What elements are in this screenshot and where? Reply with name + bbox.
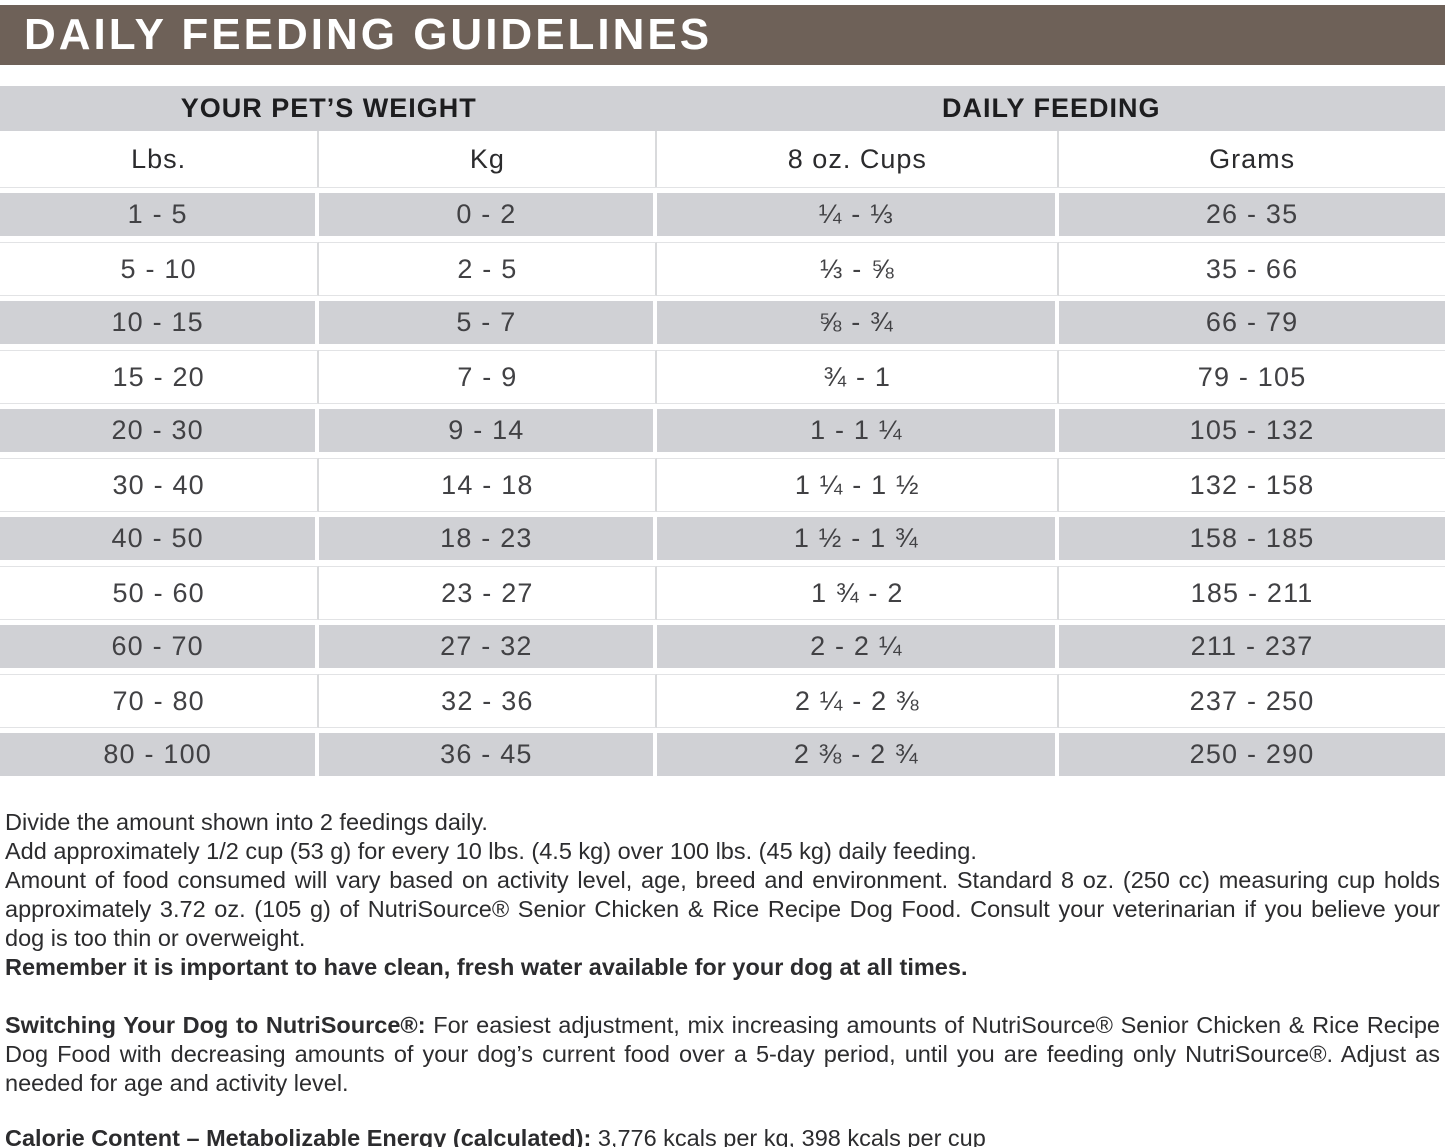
table-cell: 60 - 70 [0, 620, 320, 674]
table-row: 20 - 30 9 - 14 1 - 1 ¼ 105 - 132 [0, 404, 1445, 458]
calorie-rest: 3,776 kcals per kg, 398 kcals per cup [591, 1125, 986, 1147]
table-cell: 14 - 18 [319, 458, 658, 512]
table-cell: 30 - 40 [0, 458, 320, 512]
table-cell: 2 ¼ - 2 ⅜ [657, 674, 1060, 728]
table-cell: 40 - 50 [0, 512, 320, 566]
column-header-lbs: Lbs. [0, 131, 320, 187]
table-cell: 1 - 1 ¼ [657, 404, 1060, 458]
table-cell: 66 - 79 [1059, 296, 1445, 350]
table-group-header-band: YOUR PET’S WEIGHT DAILY FEEDING [0, 86, 1445, 131]
table-cell: 185 - 211 [1059, 566, 1445, 620]
table-cell: 1 ¾ - 2 [657, 566, 1060, 620]
table-cell: ⅓ - ⅝ [657, 242, 1060, 296]
table-cell: 211 - 237 [1059, 620, 1445, 674]
table-cell: 5 - 10 [0, 242, 320, 296]
title-bar: DAILY FEEDING GUIDELINES [0, 5, 1445, 65]
column-header-kg: Kg [319, 131, 658, 187]
table-cell: 5 - 7 [319, 296, 658, 350]
table-row: 60 - 70 27 - 32 2 - 2 ¼ 211 - 237 [0, 620, 1445, 674]
table-cell: 18 - 23 [319, 512, 658, 566]
table-cell: 50 - 60 [0, 566, 320, 620]
table-row: 80 - 100 36 - 45 2 ⅜ - 2 ¾ 250 - 290 [0, 728, 1445, 782]
table-cell: 1 ½ - 1 ¾ [657, 512, 1060, 566]
table-cell: 10 - 15 [0, 296, 320, 350]
switching-paragraph: Switching Your Dog to NutriSource®: For … [5, 1011, 1440, 1098]
calorie-lead: Calorie Content – Metabolizable Energy (… [5, 1125, 592, 1147]
column-header-cups: 8 oz. Cups [657, 131, 1060, 187]
note-divide-feedings: Divide the amount shown into 2 feedings … [5, 809, 488, 835]
note-fresh-water: Remember it is important to have clean, … [5, 954, 968, 980]
table-cell: 80 - 100 [0, 728, 320, 782]
table-cell: 0 - 2 [319, 188, 658, 242]
table-cell: 35 - 66 [1059, 242, 1445, 296]
feeding-group-header: DAILY FEEDING [941, 93, 1161, 123]
table-row: 30 - 40 14 - 18 1 ¼ - 1 ½ 132 - 158 [0, 458, 1445, 512]
table-cell: 9 - 14 [319, 404, 658, 458]
switching-rest: For easiest adjustment, mix increasing a… [5, 1012, 1440, 1096]
table-cell: 250 - 290 [1059, 728, 1445, 782]
table-cell: 2 ⅜ - 2 ¾ [657, 728, 1060, 782]
table-cell: 2 - 5 [319, 242, 658, 296]
table-row: 50 - 60 23 - 27 1 ¾ - 2 185 - 211 [0, 566, 1445, 620]
weight-group-header: YOUR PET’S WEIGHT [180, 93, 477, 123]
table-cell: 36 - 45 [319, 728, 658, 782]
calorie-content-line: Calorie Content – Metabolizable Energy (… [5, 1124, 1440, 1147]
table-cell: 237 - 250 [1059, 674, 1445, 728]
table-cell: 7 - 9 [319, 350, 658, 404]
table-cell: 15 - 20 [0, 350, 320, 404]
page-title: DAILY FEEDING GUIDELINES [24, 10, 713, 59]
table-cell: ¼ - ⅓ [657, 188, 1060, 242]
footer-notes: Divide the amount shown into 2 feedings … [0, 782, 1445, 1147]
table-cell: 27 - 32 [319, 620, 658, 674]
note-add-amount: Add approximately 1/2 cup (53 g) for eve… [5, 838, 977, 864]
table-cell: 1 - 5 [0, 188, 320, 242]
table-cell: 1 ¼ - 1 ½ [657, 458, 1060, 512]
table-cell: 32 - 36 [319, 674, 658, 728]
table-row: 70 - 80 32 - 36 2 ¼ - 2 ⅜ 237 - 250 [0, 674, 1445, 728]
table-cell: 2 - 2 ¼ [657, 620, 1060, 674]
table-cell: 26 - 35 [1059, 188, 1445, 242]
table-column-headers: Lbs. Kg 8 oz. Cups Grams [0, 131, 1445, 188]
table-cell: ¾ - 1 [657, 350, 1060, 404]
table-cell: 105 - 132 [1059, 404, 1445, 458]
table-cell: 132 - 158 [1059, 458, 1445, 512]
switching-lead: Switching Your Dog to NutriSource®: [5, 1012, 426, 1038]
table-row: 40 - 50 18 - 23 1 ½ - 1 ¾ 158 - 185 [0, 512, 1445, 566]
table-cell: 79 - 105 [1059, 350, 1445, 404]
table-cell: ⅝ - ¾ [657, 296, 1060, 350]
note-consumption-paragraph: Amount of food consumed will vary based … [5, 867, 1440, 951]
table-cell: 158 - 185 [1059, 512, 1445, 566]
table-cell: 23 - 27 [319, 566, 658, 620]
table-cell: 70 - 80 [0, 674, 320, 728]
column-header-grams: Grams [1209, 143, 1296, 174]
table-cell: 20 - 30 [0, 404, 320, 458]
